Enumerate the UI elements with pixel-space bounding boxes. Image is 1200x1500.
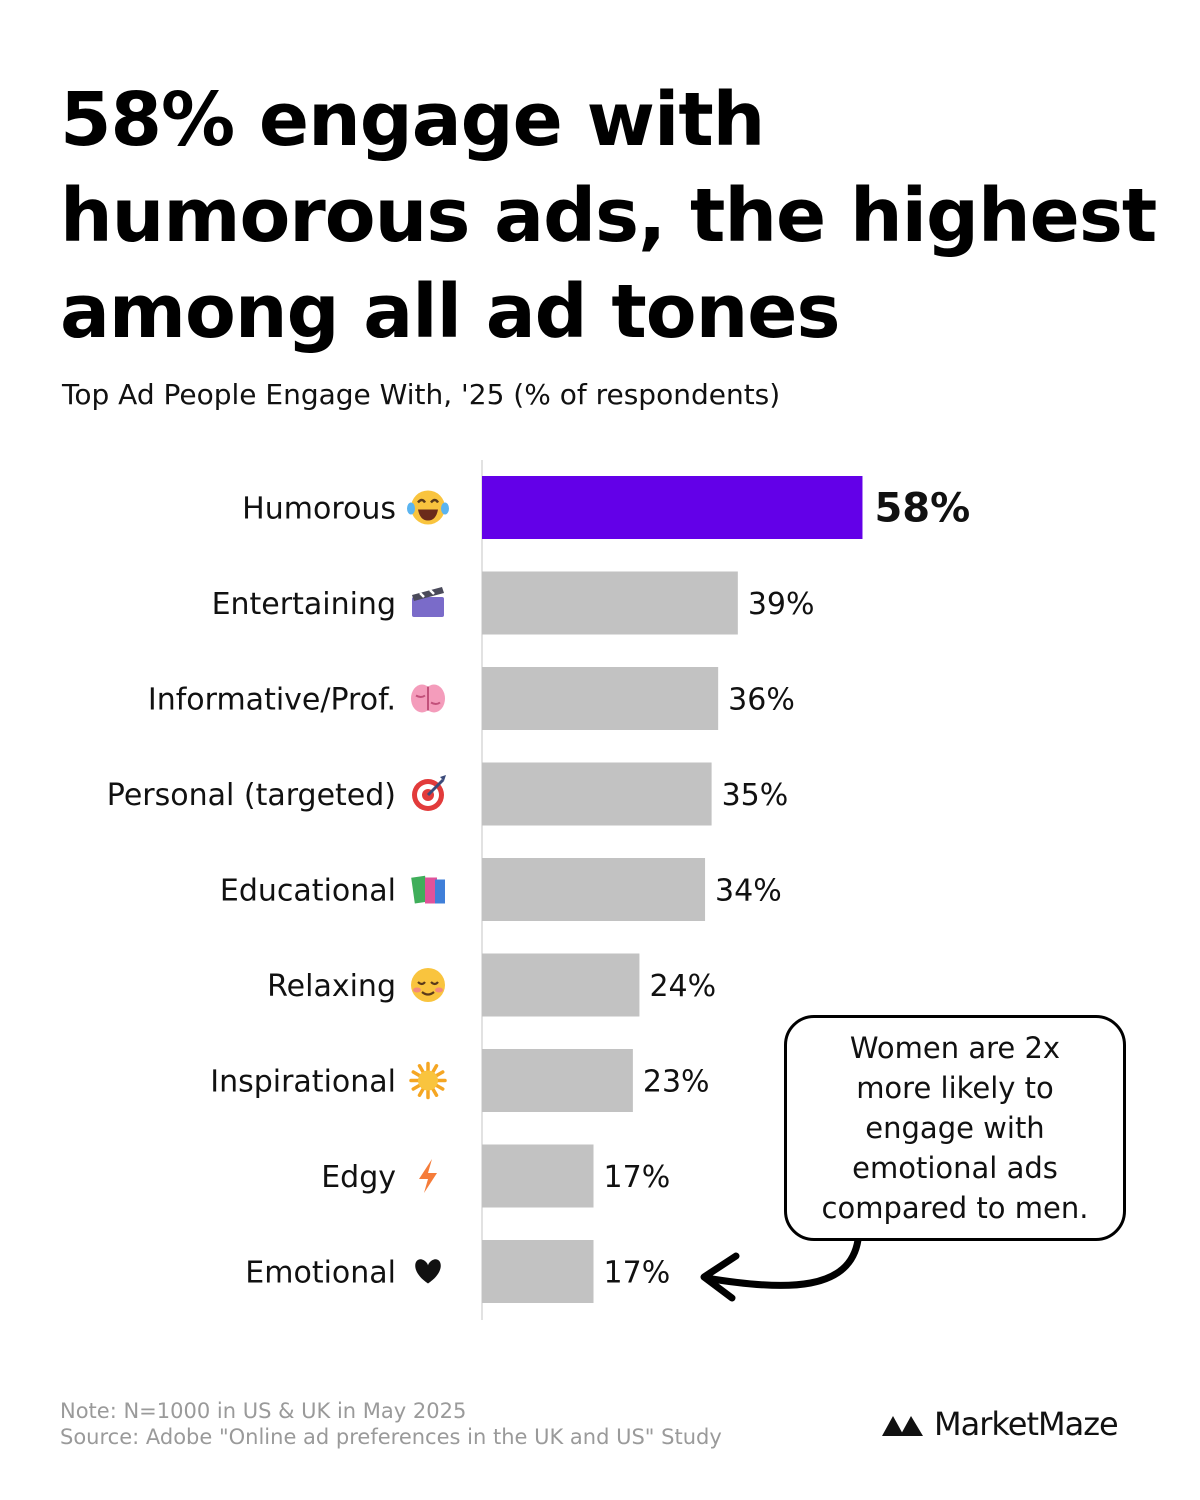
category-label: Edgy	[321, 1160, 396, 1195]
annotation-callout: Women are 2x more likely to engage with …	[784, 1015, 1126, 1241]
value-label: 23%	[643, 1065, 710, 1100]
brand-logo: MarketMaze	[880, 1402, 1119, 1446]
sun-icon	[409, 1061, 447, 1100]
footer-note: Note: N=1000 in US & UK in May 2025	[60, 1399, 467, 1423]
chart-subtitle: Top Ad People Engage With, '25 (% of res…	[62, 378, 781, 411]
annotation-text: Women are 2x more likely to engage with …	[821, 1031, 1089, 1225]
category-label: Personal (targeted)	[107, 778, 396, 813]
double-mountain-logo-icon	[882, 1416, 923, 1436]
value-label: 24%	[649, 969, 716, 1004]
value-label: 17%	[604, 1160, 671, 1195]
bar-entertaining	[482, 571, 738, 635]
bar-personal-targeted	[482, 762, 712, 826]
laughing-tears-icon	[407, 490, 449, 525]
bar-informative-prof	[482, 667, 719, 730]
footer-source: Source: Adobe "Online ad preferences in …	[60, 1425, 722, 1449]
relieved-face-icon	[411, 968, 445, 1002]
heart-icon	[415, 1259, 441, 1284]
bar-educational	[482, 858, 706, 921]
chart-title: 58% engage with humorous ads, the highes…	[60, 77, 1157, 355]
category-icons-group	[407, 490, 449, 1284]
category-label: Humorous	[242, 492, 396, 527]
category-label: Relaxing	[267, 969, 396, 1004]
bar-humorous	[482, 476, 863, 539]
value-label: 58%	[874, 486, 970, 532]
lightning-icon	[419, 1159, 437, 1193]
dart-target-icon	[412, 775, 446, 811]
bar-edgy	[482, 1144, 594, 1208]
bar-inspirational	[482, 1049, 633, 1112]
brain-icon	[411, 684, 445, 713]
category-label: Entertaining	[212, 587, 396, 622]
value-label: 36%	[728, 683, 795, 718]
clapperboard-icon	[412, 587, 444, 617]
value-label: 39%	[748, 587, 815, 622]
value-label: 34%	[715, 874, 782, 909]
bar-emotional	[482, 1240, 594, 1303]
footer-notes: Note: N=1000 in US & UK in May 2025 Sour…	[60, 1398, 722, 1450]
category-label: Educational	[220, 874, 396, 909]
callout-arrow	[702, 1236, 862, 1289]
category-label: Informative/Prof.	[148, 683, 396, 718]
brand-name: MarketMaze	[934, 1405, 1119, 1443]
books-icon	[411, 875, 445, 904]
bars-group: 58% Humorous 39% Entertaining 36% Informative…	[107, 476, 970, 1303]
callout-arrow-head	[700, 1252, 740, 1302]
value-label: 35%	[722, 778, 789, 813]
value-label: 17%	[604, 1256, 671, 1291]
bar-relaxing	[482, 953, 640, 1017]
category-label: Emotional	[245, 1256, 396, 1291]
category-label: Inspirational	[210, 1065, 396, 1100]
